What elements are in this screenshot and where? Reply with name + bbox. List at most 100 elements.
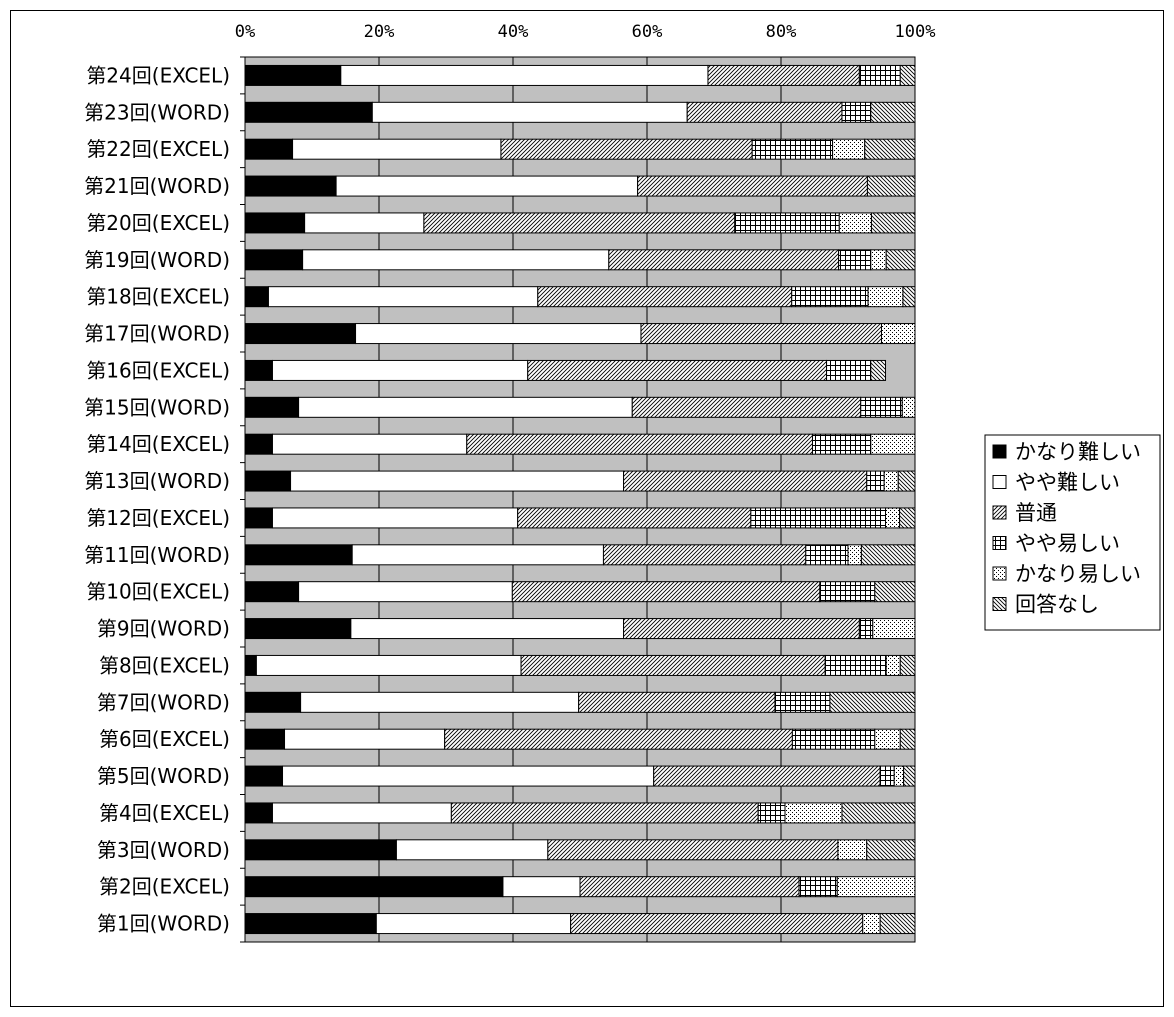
bar-segment <box>245 324 356 344</box>
bar-segment <box>503 877 580 897</box>
bar-segment <box>341 65 708 85</box>
bar-segment <box>528 360 827 380</box>
bar-segment <box>806 545 848 565</box>
category-label: 第17回(WORD) <box>84 322 230 346</box>
category-label: 第3回(WORD) <box>97 838 230 862</box>
bar-segment <box>603 545 805 565</box>
bar-segment <box>867 471 884 491</box>
legend-label: やや難しい <box>1015 471 1120 495</box>
bar-segment <box>871 434 915 454</box>
bar-segment <box>833 139 865 159</box>
bar-segment <box>245 360 272 380</box>
bar-segment <box>873 619 915 639</box>
bar-segment <box>880 766 894 786</box>
bar-segment <box>351 619 624 639</box>
bar-segment <box>735 213 840 233</box>
bar-segment <box>875 582 915 602</box>
category-label: 第22回(EXCEL) <box>86 137 230 161</box>
category-label: 第5回(WORD) <box>97 764 230 788</box>
bar-segment <box>376 914 570 934</box>
bar-segment <box>903 287 915 307</box>
bar-segment <box>900 655 915 675</box>
bar-segment <box>451 803 758 823</box>
bar-segment <box>245 102 372 122</box>
bar-segment <box>518 508 751 528</box>
bar-segment <box>245 803 272 823</box>
bar-segment <box>812 434 870 454</box>
x-tick-label: 0% <box>235 22 255 42</box>
bar-segment <box>245 914 376 934</box>
category-label: 第2回(EXCEL) <box>99 875 230 899</box>
bar-segment <box>863 914 880 934</box>
bar-segment <box>424 213 735 233</box>
bar-segment <box>352 545 603 565</box>
category-label: 第23回(WORD) <box>84 100 230 124</box>
bar-segment <box>245 250 303 270</box>
bar-segment <box>752 139 832 159</box>
bar-segment <box>548 840 838 860</box>
bar-segment <box>842 803 915 823</box>
legend-label: 回答なし <box>1015 593 1099 617</box>
category-label: 第14回(EXCEL) <box>86 432 230 456</box>
bar-segment <box>521 655 825 675</box>
category-label: 第15回(WORD) <box>84 395 230 419</box>
category-label: 第9回(WORD) <box>97 617 230 641</box>
bar-segment <box>245 729 285 749</box>
category-label: 第19回(WORD) <box>84 248 230 272</box>
bar-segment <box>299 582 513 602</box>
bar-segment <box>245 434 272 454</box>
bar-segment <box>245 397 299 417</box>
bar-segment <box>708 65 859 85</box>
bar-segment <box>837 877 915 897</box>
bar-segment <box>838 840 867 860</box>
bar-segment <box>861 545 915 565</box>
bar-segment <box>894 766 903 786</box>
bar-segment <box>827 360 871 380</box>
x-tick-label: 100% <box>895 22 936 42</box>
bar-segment <box>579 692 775 712</box>
bar-segment <box>900 729 915 749</box>
bar-segment <box>839 213 871 233</box>
legend-swatch <box>993 537 1006 550</box>
category-label: 第6回(EXCEL) <box>99 727 230 751</box>
bar-segment <box>501 139 752 159</box>
bar-segment <box>272 434 466 454</box>
bar-segment <box>245 840 396 860</box>
bar-segment <box>245 692 301 712</box>
bar-segment <box>867 840 915 860</box>
bar-segment <box>868 287 903 307</box>
category-label: 第1回(WORD) <box>97 912 230 936</box>
bar-segment <box>865 139 915 159</box>
bar-segment <box>580 877 799 897</box>
bar-segment <box>687 102 842 122</box>
bar-segment <box>848 545 861 565</box>
bar-segment <box>245 619 351 639</box>
bar-segment <box>512 582 820 602</box>
x-tick-label: 60% <box>632 22 663 42</box>
bar-segment <box>336 176 638 196</box>
legend-label: 普通 <box>1015 501 1057 525</box>
bar-segment <box>305 213 424 233</box>
x-tick-label: 80% <box>766 22 797 42</box>
bar-segment <box>245 139 293 159</box>
bar-segment <box>641 324 882 344</box>
bar-segment <box>245 471 291 491</box>
bar-segment <box>245 545 352 565</box>
bar-segment <box>900 65 915 85</box>
legend-swatch <box>993 598 1006 611</box>
bar-segment <box>904 766 915 786</box>
bar-segment <box>825 655 886 675</box>
bar-segment <box>609 250 839 270</box>
bar-segment <box>372 102 687 122</box>
bar-segment <box>898 471 915 491</box>
bar-segment <box>882 324 916 344</box>
legend-label: かなり易しい <box>1015 562 1141 586</box>
bar-segment <box>285 729 445 749</box>
bar-segment <box>886 655 900 675</box>
bar-segment <box>283 766 654 786</box>
bar-segment <box>751 508 886 528</box>
bar-segment <box>245 508 272 528</box>
category-label: 第11回(WORD) <box>84 543 230 567</box>
bar-segment <box>884 471 898 491</box>
bar-segment <box>871 102 915 122</box>
